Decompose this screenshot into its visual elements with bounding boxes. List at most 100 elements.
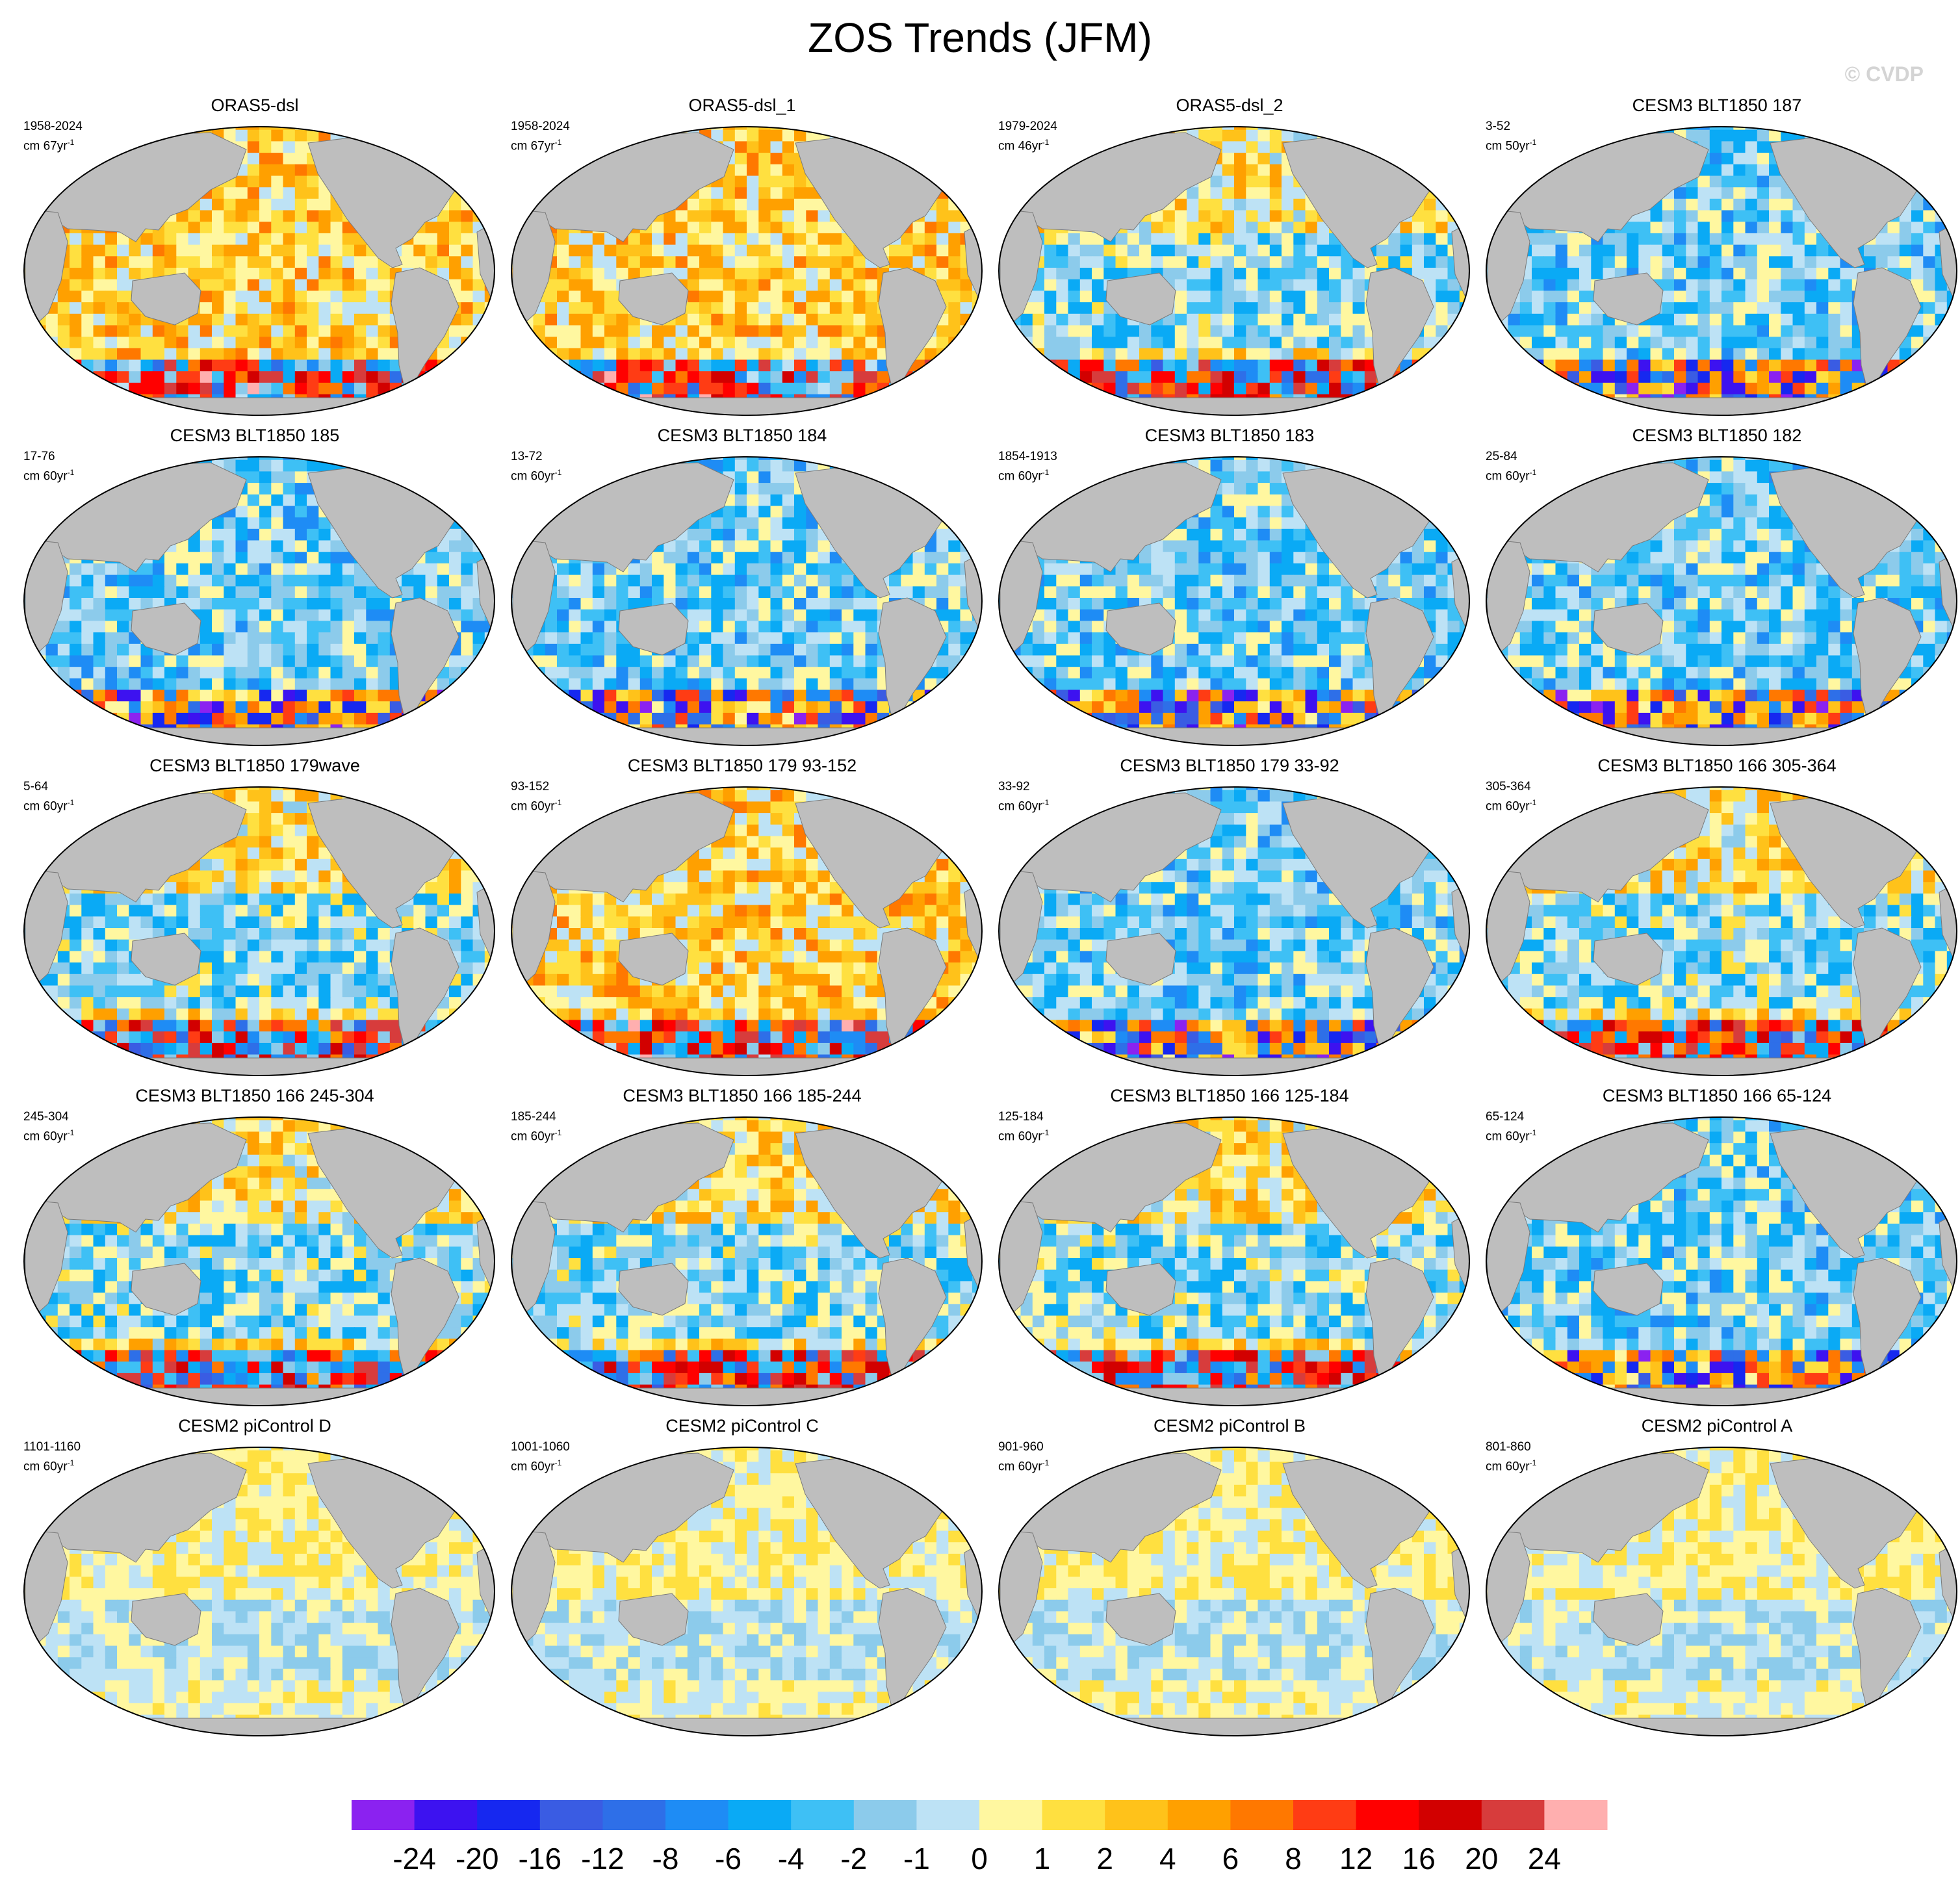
land-mass <box>391 1257 459 1382</box>
land-mass <box>391 267 459 392</box>
land-mass <box>618 1263 689 1316</box>
colorbar-swatch <box>728 1800 792 1830</box>
panel-unit: cm 60yr-1 <box>511 795 561 814</box>
land-mass <box>1022 397 1446 415</box>
land-mass <box>1510 1387 1933 1406</box>
panel-period: 25-84 <box>1486 450 1517 464</box>
colorbar-swatch <box>1419 1800 1482 1830</box>
colorbar-tick-label: 24 <box>1528 1842 1561 1876</box>
land-mass <box>47 1718 471 1736</box>
land-mass <box>918 459 973 496</box>
land-mass <box>535 1718 959 1736</box>
panel-title: CESM3 BLT1850 183 <box>986 425 1473 446</box>
panel-period: 1854-1913 <box>998 450 1057 464</box>
land-mass <box>1022 1057 1446 1076</box>
colorbar-swatch <box>1042 1800 1105 1830</box>
panel-title: CESM3 BLT1850 166 185-244 <box>499 1085 985 1106</box>
land-mass <box>1022 727 1446 745</box>
land-mass <box>391 597 459 722</box>
colorbar-swatch <box>665 1800 729 1830</box>
panel-map <box>998 1447 1471 1736</box>
land-mass <box>618 602 689 656</box>
colorbar-tick-label: 12 <box>1339 1842 1373 1876</box>
map-panel: CESM3 BLT1850 183 1854-1913 cm 60yr-1 <box>986 425 1473 750</box>
panel-map <box>23 1116 496 1406</box>
land-mass <box>1365 1257 1434 1382</box>
panel-unit: cm 60yr-1 <box>511 1456 561 1474</box>
panel-title: CESM3 BLT1850 166 245-304 <box>12 1085 498 1106</box>
panel-title: CESM3 BLT1850 179 33-92 <box>986 755 1473 776</box>
panel-period: 1101-1160 <box>23 1440 81 1454</box>
land-mass <box>878 1588 947 1712</box>
colorbar-swatch <box>477 1800 541 1830</box>
panel-unit: cm 60yr-1 <box>1486 465 1536 483</box>
panel-title: CESM2 piControl B <box>986 1415 1473 1436</box>
land-mass <box>1406 459 1460 496</box>
colorbar-tick-label: -16 <box>519 1842 561 1876</box>
panel-period: 901-960 <box>998 1440 1044 1454</box>
colorbar-swatch <box>1481 1800 1545 1830</box>
panel-map <box>998 126 1471 416</box>
land-mass <box>618 933 689 986</box>
panel-unit: cm 60yr-1 <box>998 1126 1049 1144</box>
panel-unit: cm 60yr-1 <box>23 1456 74 1474</box>
land-mass <box>878 267 947 392</box>
colorbar-tick-label: -4 <box>778 1842 805 1876</box>
panel-unit: cm 60yr-1 <box>998 795 1049 814</box>
land-mass <box>431 790 485 826</box>
land-mass <box>1893 129 1948 166</box>
land-mass <box>1365 1588 1434 1712</box>
land-mass <box>1105 602 1176 656</box>
land-mass <box>391 927 459 1052</box>
map-panel: ORAS5-dsl_2 1979-2024 cm 46yr-1 <box>986 95 1473 420</box>
map-panel: CESM3 BLT1850 166 65-124 65-124 cm 60yr-1 <box>1474 1085 1960 1410</box>
panel-title: CESM3 BLT1850 166 65-124 <box>1474 1085 1960 1106</box>
panel-period: 13-72 <box>511 450 543 464</box>
land-mass <box>431 1450 485 1486</box>
land-mass <box>131 1263 201 1316</box>
panel-title: ORAS5-dsl_1 <box>499 95 985 116</box>
panel-map <box>23 786 496 1076</box>
colorbar-swatch <box>1230 1800 1294 1830</box>
panel-period: 3-52 <box>1486 120 1510 134</box>
panel-map <box>1485 126 1958 416</box>
land-mass <box>1365 267 1434 392</box>
panel-map <box>510 126 983 416</box>
panel-period: 1958-2024 <box>23 120 83 134</box>
page-title: ZOS Trends (JFM) <box>0 12 1960 64</box>
panel-unit: cm 50yr-1 <box>1486 135 1536 153</box>
land-mass <box>1593 933 1664 986</box>
land-mass <box>618 1593 689 1646</box>
colorbar-swatch <box>352 1800 415 1830</box>
panel-title: CESM3 BLT1850 179wave <box>12 755 498 776</box>
panel-unit: cm 46yr-1 <box>998 135 1049 153</box>
panel-map <box>998 1116 1471 1406</box>
land-mass <box>1893 459 1948 496</box>
land-mass <box>1406 1450 1460 1486</box>
land-mass <box>1406 1120 1460 1156</box>
panel-title: CESM3 BLT1850 184 <box>499 425 985 446</box>
land-mass <box>1105 1263 1176 1316</box>
panel-title: CESM2 piControl A <box>1474 1415 1960 1436</box>
panel-unit: cm 60yr-1 <box>511 1126 561 1144</box>
land-mass <box>1893 1120 1948 1156</box>
colorbar-swatch <box>979 1800 1043 1830</box>
watermark: © CVDP <box>1845 62 1924 86</box>
colorbar-swatch <box>1544 1800 1608 1830</box>
land-mass <box>1853 1588 1922 1712</box>
panel-title: CESM3 BLT1850 182 <box>1474 425 1960 446</box>
panel-map <box>1485 786 1958 1076</box>
panel-period: 93-152 <box>511 780 549 794</box>
land-mass <box>47 397 471 415</box>
land-mass <box>918 129 973 166</box>
colorbar-tick-label: -6 <box>715 1842 741 1876</box>
land-mass <box>131 1593 201 1646</box>
panel-period: 1001-1060 <box>511 1440 570 1454</box>
land-mass <box>1893 1450 1948 1486</box>
panel-unit: cm 60yr-1 <box>23 1126 74 1144</box>
land-mass <box>1593 1593 1664 1646</box>
panel-unit: cm 60yr-1 <box>998 1456 1049 1474</box>
map-panel: CESM3 BLT1850 166 185-244 185-244 cm 60yr-… <box>499 1085 985 1410</box>
land-mass <box>1105 933 1176 986</box>
map-panel: CESM2 piControl C 1001-1060 cm 60yr-1 <box>499 1415 985 1740</box>
